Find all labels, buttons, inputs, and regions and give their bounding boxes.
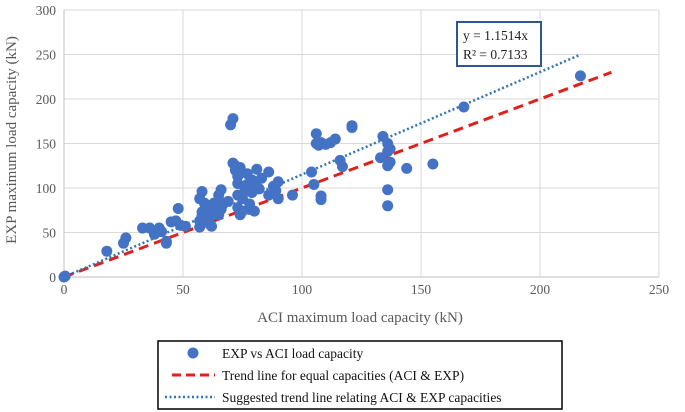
equal-capacity-trend-line <box>63 70 612 279</box>
data-point <box>253 183 265 195</box>
y-tick-label: 0 <box>49 270 56 285</box>
data-point <box>234 162 246 174</box>
r-squared-text: R² = 0.7133 <box>463 47 528 62</box>
data-point <box>458 101 470 113</box>
data-point <box>329 133 341 145</box>
data-point <box>263 166 275 178</box>
data-point <box>401 162 413 174</box>
x-tick-label: 150 <box>411 282 432 297</box>
y-tick-label: 250 <box>36 48 57 63</box>
data-point <box>179 220 191 232</box>
x-tick-label: 250 <box>649 282 670 297</box>
legend: EXP vs ACI load capacity Trend line for … <box>157 340 563 410</box>
y-tick-label: 50 <box>43 226 57 241</box>
equation-text: y = 1.1514x <box>463 28 528 43</box>
data-point <box>206 220 218 232</box>
equation-box: y = 1.1514x R² = 0.7133 <box>456 21 542 67</box>
data-point <box>101 245 113 257</box>
legend-label-trend-line: Suggested trend line relating ACI & EXP … <box>222 390 502 405</box>
data-point <box>227 113 239 125</box>
data-point <box>375 152 387 164</box>
data-series <box>58 53 612 283</box>
data-point <box>336 161 348 173</box>
y-axis-label: EXP maximum load capacity (kN) <box>4 36 20 244</box>
data-point <box>384 143 396 155</box>
y-tick-label: 300 <box>36 3 57 18</box>
legend-label-scatter: EXP vs ACI load capacity <box>222 346 363 361</box>
data-point <box>382 184 394 196</box>
legend-label-equal-line: Trend line for equal capacities (ACI & E… <box>222 368 464 383</box>
suggested-trend-line <box>63 53 581 279</box>
data-point <box>256 172 268 184</box>
data-point <box>120 232 132 244</box>
x-tick-label: 50 <box>176 282 190 297</box>
data-point <box>272 193 284 205</box>
data-point <box>172 202 184 214</box>
x-tick-label: 100 <box>292 282 313 297</box>
data-point <box>574 70 586 82</box>
data-point <box>272 176 284 188</box>
data-point <box>196 186 208 198</box>
y-tick-label: 150 <box>36 137 57 152</box>
data-point <box>215 184 227 196</box>
axes: 0 50 100 150 200 250 0 50 100 150 200 250 300 <box>36 3 670 297</box>
x-axis-label: ACI maximum load capacity (kN) <box>257 310 463 326</box>
x-tick-label: 0 <box>61 282 68 297</box>
data-point <box>308 178 320 190</box>
data-point <box>248 205 260 217</box>
y-tick-label: 100 <box>36 181 57 196</box>
data-point <box>222 195 234 207</box>
legend-marker-scatter <box>187 347 199 359</box>
data-point <box>382 200 394 212</box>
data-point <box>315 194 327 206</box>
y-tick-label: 200 <box>36 92 57 107</box>
data-point <box>286 189 298 201</box>
data-point <box>160 237 172 249</box>
data-point <box>59 270 71 282</box>
data-point <box>251 163 263 175</box>
x-tick-label: 200 <box>530 282 551 297</box>
data-point <box>156 226 168 238</box>
data-point <box>346 120 358 132</box>
data-point <box>384 156 396 168</box>
data-point <box>306 166 318 178</box>
data-point <box>427 158 439 170</box>
data-point <box>310 128 322 140</box>
